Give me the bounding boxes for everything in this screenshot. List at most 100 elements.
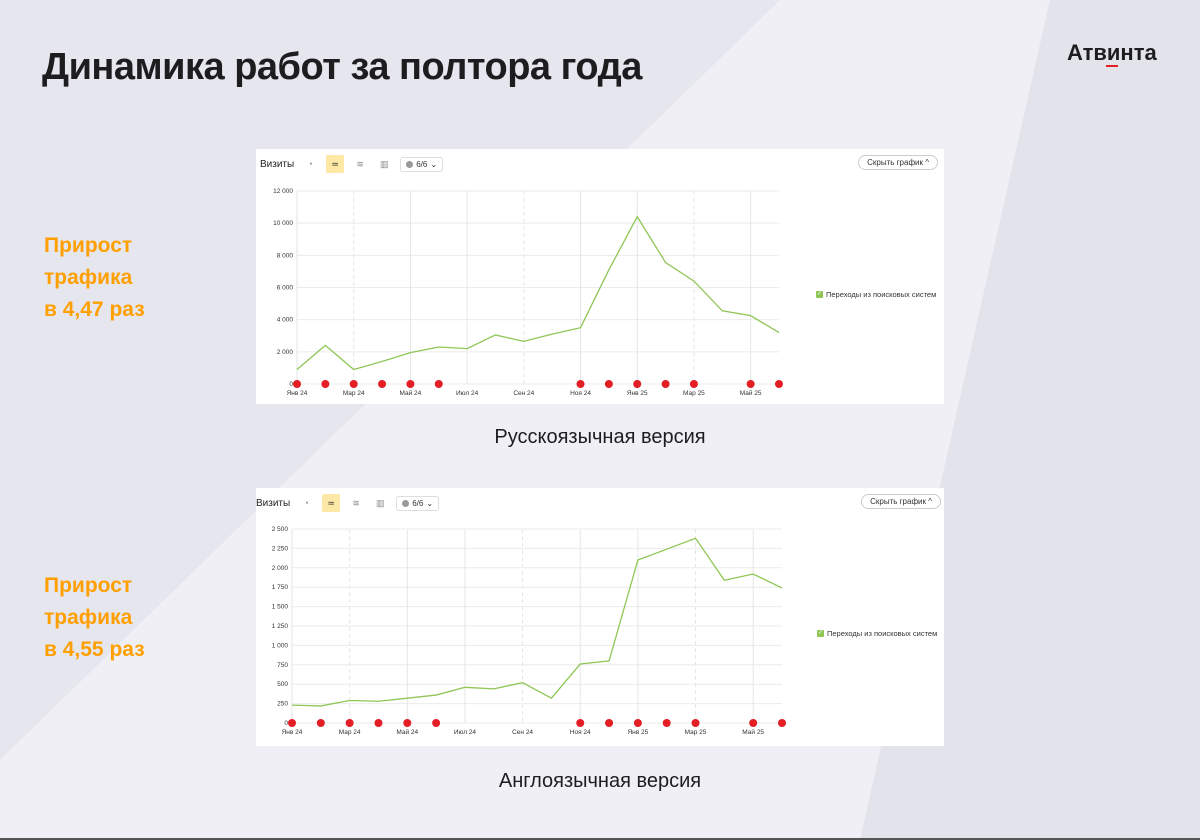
x-tick-label: Ноя 24 — [570, 729, 591, 736]
annotation-marker[interactable] — [633, 719, 642, 727]
annotation-marker[interactable] — [293, 380, 301, 388]
chart-panel-ru: Визиты ◔ ≃ ≋ ▥ 6/6 ⌄ Скрыть график ^ ✓ Пер… — [256, 149, 944, 404]
segment-icon — [402, 499, 410, 507]
x-tick-label: Май 24 — [400, 389, 422, 397]
annotation-marker[interactable] — [316, 719, 325, 727]
x-tick-label: Мар 24 — [343, 390, 365, 397]
segments-select[interactable]: 6/6 ⌄ — [400, 156, 444, 172]
chart-toolbar: Визиты ◔ ≃ ≋ ▥ 6/6 ⌄ — [260, 155, 444, 173]
page-title: Динамика работ за полтора года — [42, 46, 642, 88]
segment-icon — [406, 160, 414, 168]
hide-chart-label: Скрыть график — [870, 497, 927, 506]
annotation-marker[interactable] — [775, 380, 783, 388]
x-tick-label: Май 24 — [396, 728, 418, 736]
annotation-marker[interactable] — [434, 380, 443, 388]
legend-item[interactable]: ✓ Переходы из поисковых систем — [816, 290, 936, 299]
y-tick-label: 250 — [277, 701, 288, 708]
line-chart: 0 2 000 4 000 6 000 8 000 10 000 12 000 Янв 24 М… — [273, 188, 783, 397]
annotation-marker[interactable] — [604, 380, 613, 388]
annotation-marker[interactable] — [576, 380, 585, 388]
growth-line: Прирост — [44, 574, 133, 597]
line-chart: 0 250 500 750 1 000 1 250 1 500 1 750 2 000 2 250… — [272, 526, 786, 736]
growth-line: трафика — [44, 606, 133, 629]
logo-accent — [1106, 65, 1118, 67]
legend-item[interactable]: ✓ Переходы из поисковых систем — [817, 629, 937, 638]
x-tick-label: Мар 25 — [683, 390, 705, 397]
annotation-marker[interactable] — [746, 380, 755, 388]
annotation-marker[interactable] — [778, 719, 786, 727]
x-tick-label: Янв 24 — [287, 390, 308, 397]
x-tick-label: Май 25 — [742, 728, 764, 736]
chart-title: Визиты — [260, 158, 295, 170]
annotation-marker[interactable] — [378, 380, 387, 388]
annotation-marker[interactable] — [432, 719, 441, 727]
y-tick-label: 10 000 — [273, 220, 293, 227]
annotation-marker[interactable] — [633, 380, 642, 388]
annotation-marker[interactable] — [576, 719, 585, 727]
divider — [0, 838, 1200, 840]
growth-line: в 4,47 раз — [44, 298, 145, 321]
y-tick-label: 4 000 — [277, 317, 294, 324]
hide-chart-button[interactable]: Скрыть график ^ — [858, 155, 938, 170]
pie-chart-icon[interactable]: ◔ — [303, 498, 309, 508]
annotation-marker[interactable] — [403, 719, 412, 727]
y-tick-label: 2 000 — [272, 565, 289, 572]
y-tick-label: 0 — [289, 381, 293, 388]
line-chart-icon[interactable]: ≃ — [322, 494, 341, 512]
x-tick-label: Июл 24 — [454, 729, 477, 736]
segments-count: 6/6 — [412, 498, 424, 508]
chart-panel-en: Визиты ◔ ≃ ≋ ▥ 6/6 ⌄ Скрыть график ^ ✓ Пер… — [256, 488, 944, 746]
annotation-marker[interactable] — [605, 719, 614, 727]
x-tick-label: Мар 24 — [339, 729, 361, 736]
y-tick-label: 8 000 — [277, 252, 294, 259]
checkbox-icon[interactable]: ✓ — [817, 630, 824, 637]
growth-line: Прирост — [44, 234, 133, 257]
annotation-marker[interactable] — [349, 380, 358, 388]
area-chart-icon[interactable]: ≋ — [352, 497, 360, 508]
legend-label: Переходы из поисковых систем — [826, 290, 937, 299]
x-tick-label: Сен 24 — [513, 390, 534, 397]
annotation-marker[interactable] — [288, 719, 296, 727]
annotation-marker[interactable] — [661, 380, 670, 388]
x-tick-label: Май 25 — [740, 389, 762, 397]
area-chart-icon[interactable]: ≋ — [356, 158, 364, 169]
y-tick-label: 2 500 — [272, 526, 289, 533]
growth-text-ru: Прирост трафика в 4,47 раз — [44, 230, 145, 326]
checkbox-icon[interactable]: ✓ — [816, 291, 823, 298]
pie-chart-icon[interactable]: ◔ — [307, 159, 313, 169]
annotation-marker[interactable] — [406, 380, 415, 388]
x-tick-label: Ноя 24 — [570, 390, 591, 397]
y-tick-label: 6 000 — [277, 285, 294, 292]
bar-chart-icon[interactable]: ▥ — [375, 497, 385, 508]
hide-chart-label: Скрыть график — [867, 158, 924, 167]
y-tick-label: 1 500 — [272, 604, 289, 611]
growth-line: в 4,55 раз — [44, 638, 145, 661]
annotation-marker[interactable] — [691, 719, 700, 727]
annotation-marker[interactable] — [749, 719, 758, 727]
series-line — [296, 215, 780, 371]
hide-chart-button[interactable]: Скрыть график ^ — [861, 494, 941, 509]
y-tick-label: 12 000 — [273, 188, 293, 195]
segments-select[interactable]: 6/6 ⌄ — [396, 495, 440, 511]
y-tick-label: 500 — [277, 681, 288, 688]
annotation-marker[interactable] — [345, 719, 354, 727]
annotation-marker[interactable] — [374, 719, 383, 727]
growth-text-en: Прирост трафика в 4,55 раз — [44, 570, 145, 666]
line-chart-icon[interactable]: ≃ — [326, 155, 345, 173]
x-tick-label: Янв 25 — [627, 729, 648, 736]
x-tick-label: Мар 25 — [685, 729, 707, 736]
x-tick-label: Янв 24 — [282, 729, 303, 736]
y-tick-label: 750 — [277, 662, 288, 669]
y-tick-label: 1 000 — [272, 642, 289, 649]
caption-ru: Русскоязычная версия — [494, 426, 706, 448]
y-tick-label: 0 — [284, 720, 288, 727]
growth-line: трафика — [44, 266, 133, 289]
caption-en: Англоязычная версия — [498, 770, 702, 792]
annotation-marker[interactable] — [662, 719, 671, 727]
x-tick-label: Янв 25 — [627, 390, 648, 397]
bar-chart-icon[interactable]: ▥ — [379, 158, 389, 169]
legend-label: Переходы из поисковых систем — [827, 629, 938, 638]
annotation-marker[interactable] — [321, 380, 330, 388]
y-tick-label: 2 000 — [277, 349, 294, 356]
annotation-marker[interactable] — [689, 380, 698, 388]
